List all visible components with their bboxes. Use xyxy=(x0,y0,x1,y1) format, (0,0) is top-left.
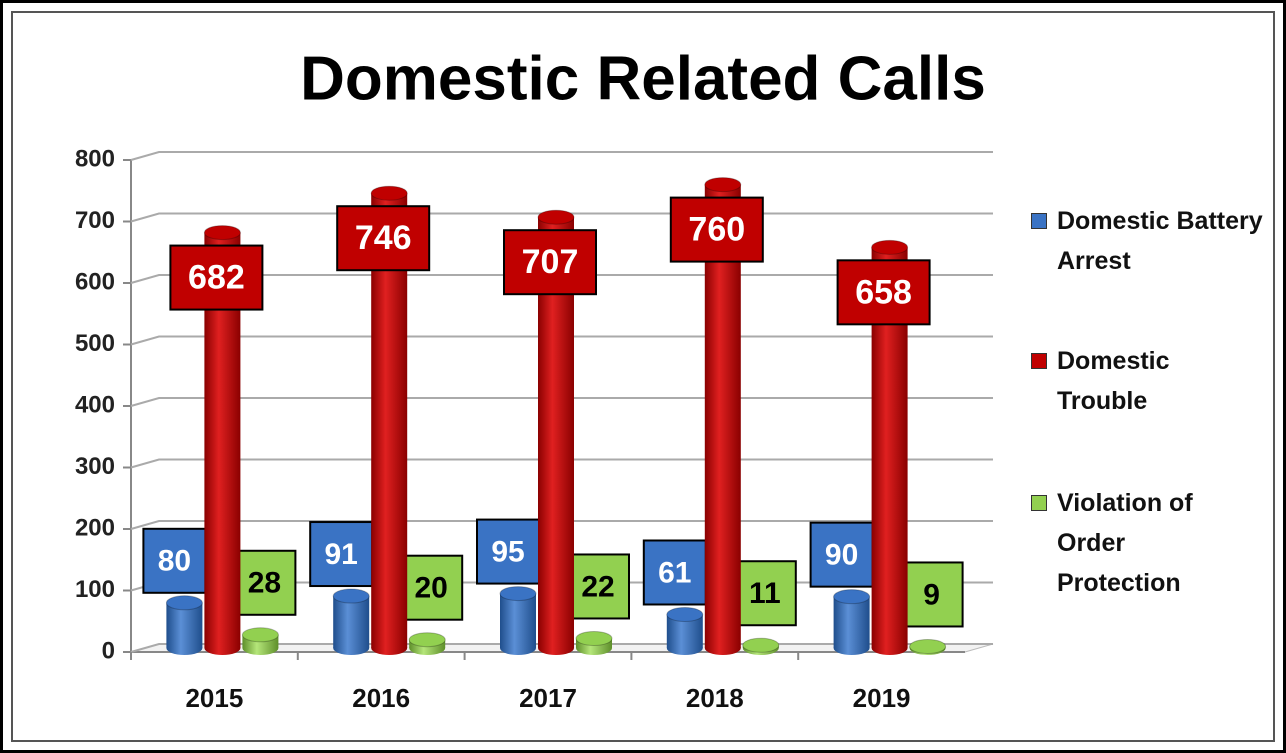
x-tick-label: 2016 xyxy=(352,683,410,713)
data-label-box xyxy=(503,229,597,296)
y-tick-label: 800 xyxy=(75,145,115,172)
bar-base xyxy=(333,641,370,655)
y-tick-label: 0 xyxy=(102,637,115,664)
bar-top xyxy=(165,595,203,611)
bar-base xyxy=(666,641,703,655)
x-tick-label: 2018 xyxy=(686,683,744,713)
x-tick-label: 2015 xyxy=(185,683,243,713)
bar-top xyxy=(408,632,446,648)
y-tick-label: 400 xyxy=(75,391,115,418)
y-tick-label: 600 xyxy=(75,268,115,295)
legend-label: Domestic Battery Arrest xyxy=(1057,207,1263,275)
bar-top xyxy=(332,588,370,604)
bar-top xyxy=(871,239,909,255)
data-label-box xyxy=(169,244,264,311)
data-label: 28 xyxy=(248,567,281,600)
inner-frame xyxy=(11,11,1275,742)
bar-base xyxy=(500,641,536,655)
bar-base xyxy=(538,641,574,655)
legend-item: Violation of Order Protection xyxy=(1031,483,1231,603)
bar-base xyxy=(871,641,908,655)
bar-top xyxy=(203,225,241,241)
data-label: 746 xyxy=(355,219,412,257)
y-tick-label: 200 xyxy=(75,514,115,541)
chart: Domestic Related Calls 0 100 200 300 400 500 6… xyxy=(75,44,994,713)
bar-top xyxy=(704,177,742,193)
legend-label: Domestic Trouble xyxy=(1057,347,1170,415)
bar-top xyxy=(833,589,871,605)
bar xyxy=(166,602,203,648)
y-tick-label: 500 xyxy=(75,330,115,357)
legend-swatch xyxy=(1031,213,1047,229)
data-label: 20 xyxy=(415,572,448,605)
data-label: 658 xyxy=(855,273,912,311)
bar-top xyxy=(370,185,408,201)
bar-base xyxy=(204,641,241,655)
y-tick-label: 700 xyxy=(75,207,115,234)
bar-top xyxy=(575,630,613,646)
data-label-box xyxy=(232,549,297,616)
bar xyxy=(833,596,870,648)
data-label: 760 xyxy=(688,211,745,249)
legend-item: Domestic Battery Arrest xyxy=(1031,201,1271,281)
data-label: 11 xyxy=(749,577,781,610)
legend-swatch xyxy=(1031,353,1047,369)
bar-top xyxy=(499,586,537,602)
data-label: 22 xyxy=(581,570,614,603)
legend-item: Domestic Trouble xyxy=(1031,341,1231,421)
x-tick-label: 2017 xyxy=(519,683,577,713)
data-label-box xyxy=(669,196,764,263)
data-label: 95 xyxy=(491,535,524,568)
bar xyxy=(333,596,370,648)
data-label: 90 xyxy=(825,539,858,572)
data-label-box xyxy=(836,259,931,326)
x-tick-label: 2019 xyxy=(853,683,911,713)
data-label-box xyxy=(566,553,630,620)
data-label: 707 xyxy=(522,243,579,281)
bar-base xyxy=(242,641,279,655)
chart-title: Domestic Related Calls xyxy=(300,44,986,113)
bar-base xyxy=(166,641,203,655)
bar-base xyxy=(704,641,741,655)
data-label-box xyxy=(336,205,431,272)
data-label: 9 xyxy=(923,578,940,611)
bar-top xyxy=(241,627,279,643)
bar-top xyxy=(666,606,704,622)
data-label-box xyxy=(899,561,964,628)
y-tick-label: 100 xyxy=(75,576,115,603)
bar-top xyxy=(742,637,780,653)
legend-swatch xyxy=(1031,495,1047,511)
data-label-box xyxy=(142,527,207,594)
data-label: 682 xyxy=(188,259,245,297)
bar-top xyxy=(537,209,575,225)
data-label-box xyxy=(809,521,874,588)
data-label: 80 xyxy=(158,545,191,578)
bar-top xyxy=(909,638,947,654)
data-label: 91 xyxy=(325,538,358,571)
data-label: 61 xyxy=(658,556,691,589)
legend-label: Violation of Order Protection xyxy=(1057,489,1193,597)
grid-line xyxy=(130,151,993,161)
bar-base xyxy=(833,641,870,655)
bar-base xyxy=(371,641,408,655)
bar xyxy=(500,593,536,648)
y-tick-label: 300 xyxy=(75,453,115,480)
data-label-box xyxy=(309,521,374,588)
